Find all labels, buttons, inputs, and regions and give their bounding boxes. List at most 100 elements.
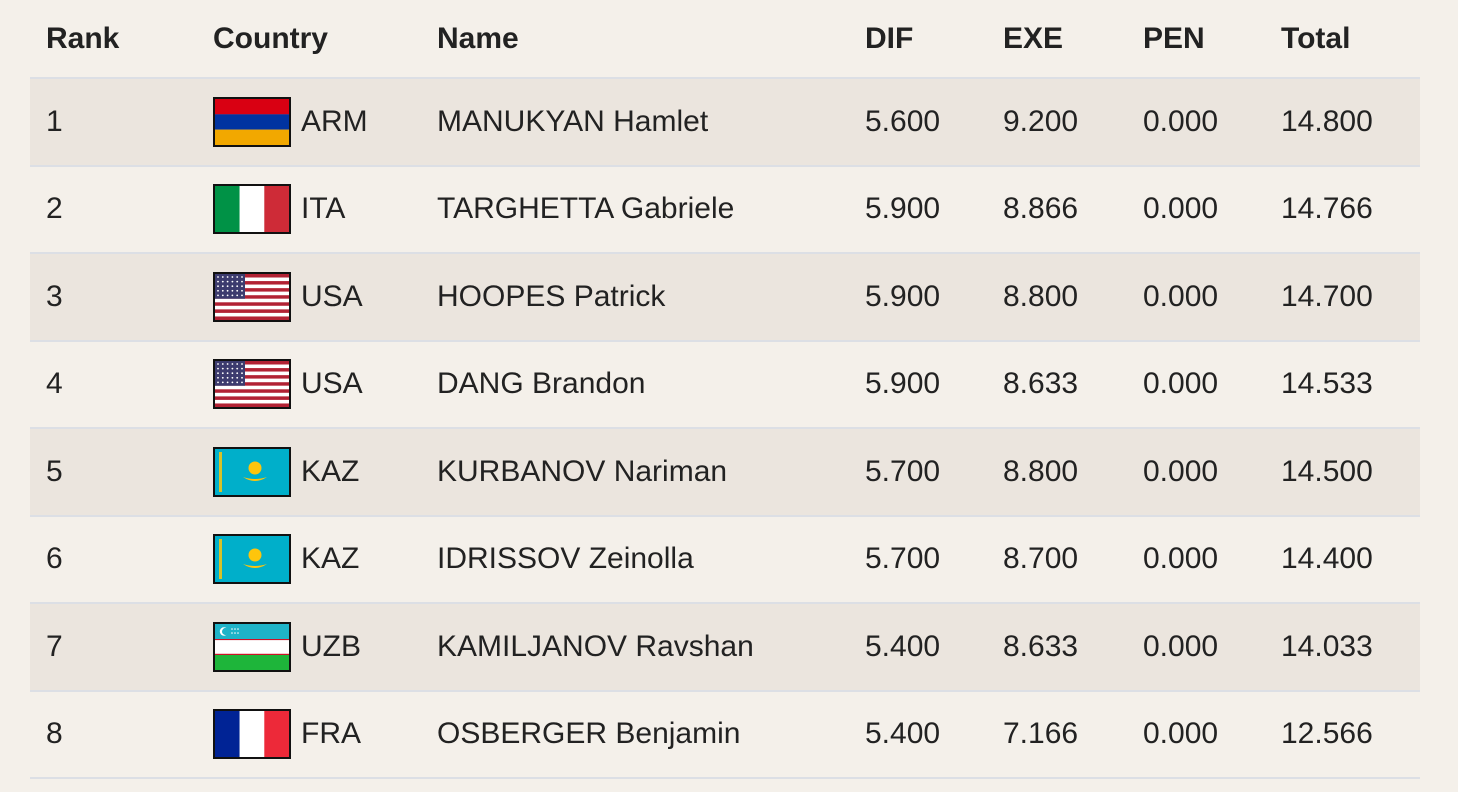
- total-score-cell: 14.033: [1265, 603, 1420, 692]
- total-score-cell: 14.800: [1265, 78, 1420, 167]
- athlete-name-cell: KAMILJANOV Ravshan: [421, 603, 849, 692]
- country-cell-content: USA: [213, 359, 421, 410]
- pen-score-cell: 0.000: [1127, 340, 1265, 429]
- country-code: ITA: [301, 192, 346, 226]
- rank-cell: 7: [30, 603, 197, 692]
- rank-cell: 8: [30, 690, 197, 779]
- pen-score-cell: 0.000: [1127, 690, 1265, 779]
- uzbekistan-flag-icon: [213, 621, 291, 672]
- total-score-cell: 14.500: [1265, 428, 1420, 517]
- dif-score-cell: 5.600: [849, 78, 987, 167]
- rank-column-header[interactable]: Rank: [30, 0, 197, 79]
- rank-cell: 3: [30, 253, 197, 342]
- pen-score-cell: 0.000: [1127, 515, 1265, 604]
- dif-column-header[interactable]: DIF: [849, 0, 987, 79]
- country-cell: KAZ: [197, 428, 421, 517]
- dif-score-cell: 5.900: [849, 253, 987, 342]
- pen-column-header[interactable]: PEN: [1127, 0, 1265, 79]
- table-row[interactable]: 8 FRA OSBERGER Benjamin 5.400 7.166 0.000 12.5…: [30, 690, 1420, 779]
- pen-score-cell: 0.000: [1127, 253, 1265, 342]
- athlete-name-cell: TARGHETTA Gabriele: [421, 165, 849, 254]
- exe-score-cell: 8.633: [987, 340, 1127, 429]
- total-score-cell: 14.766: [1265, 165, 1420, 254]
- country-cell: UZB: [197, 603, 421, 692]
- table-row[interactable]: 3 USA HOOPES Patrick 5.900 8.800 0.000 14.700: [30, 253, 1420, 342]
- france-flag-icon: [213, 709, 291, 760]
- table-body: 1 ARM MANUKYAN Hamlet 5.600 9.200 0.000 14.800…: [30, 78, 1420, 779]
- country-cell: ARM: [197, 78, 421, 167]
- rank-cell: 1: [30, 78, 197, 167]
- pen-score-cell: 0.000: [1127, 428, 1265, 517]
- table-row[interactable]: 7 UZB KAMILJANOV Ravshan 5.400 8.633 0.000 14.…: [30, 603, 1420, 692]
- dif-score-cell: 5.400: [849, 603, 987, 692]
- rank-cell: 2: [30, 165, 197, 254]
- total-score-cell: 14.700: [1265, 253, 1420, 342]
- armenia-flag-icon: [213, 96, 291, 147]
- country-code: FRA: [301, 717, 361, 751]
- table-row[interactable]: 5 KAZ KURBANOV Nariman 5.700 8.800 0.000 14.50…: [30, 428, 1420, 517]
- country-cell-content: KAZ: [213, 534, 421, 585]
- country-cell: FRA: [197, 690, 421, 779]
- country-code: ARM: [301, 104, 368, 138]
- exe-score-cell: 7.166: [987, 690, 1127, 779]
- exe-score-cell: 8.866: [987, 165, 1127, 254]
- italy-flag-icon: [213, 184, 291, 235]
- results-table-container: Rank Country Name DIF EXE PEN Total 1 ARM…: [30, 0, 1420, 779]
- name-column-header[interactable]: Name: [421, 0, 849, 79]
- table-row[interactable]: 4 USA DANG Brandon 5.900 8.633 0.000 14.533: [30, 340, 1420, 429]
- usa-flag-icon: [213, 359, 291, 410]
- country-code: USA: [301, 279, 363, 313]
- usa-flag-icon: [213, 271, 291, 322]
- country-cell-content: KAZ: [213, 446, 421, 497]
- country-cell-content: ARM: [213, 96, 421, 147]
- country-cell-content: USA: [213, 271, 421, 322]
- kazakhstan-flag-icon: [213, 446, 291, 497]
- athlete-name-cell: IDRISSOV Zeinolla: [421, 515, 849, 604]
- athlete-name-cell: HOOPES Patrick: [421, 253, 849, 342]
- total-column-header[interactable]: Total: [1265, 0, 1420, 79]
- dif-score-cell: 5.900: [849, 165, 987, 254]
- table-row[interactable]: 1 ARM MANUKYAN Hamlet 5.600 9.200 0.000 14.800: [30, 78, 1420, 167]
- athlete-name-cell: OSBERGER Benjamin: [421, 690, 849, 779]
- table-row[interactable]: 6 KAZ IDRISSOV Zeinolla 5.700 8.700 0.000 14.4…: [30, 515, 1420, 604]
- exe-score-cell: 9.200: [987, 78, 1127, 167]
- athlete-name-cell: MANUKYAN Hamlet: [421, 78, 849, 167]
- total-score-cell: 14.400: [1265, 515, 1420, 604]
- country-cell-content: ITA: [213, 184, 421, 235]
- dif-score-cell: 5.400: [849, 690, 987, 779]
- dif-score-cell: 5.700: [849, 428, 987, 517]
- total-score-cell: 12.566: [1265, 690, 1420, 779]
- country-cell-content: UZB: [213, 621, 421, 672]
- rank-cell: 6: [30, 515, 197, 604]
- country-code: KAZ: [301, 454, 360, 488]
- country-cell: ITA: [197, 165, 421, 254]
- exe-score-cell: 8.800: [987, 253, 1127, 342]
- country-column-header[interactable]: Country: [197, 0, 421, 79]
- total-score-cell: 14.533: [1265, 340, 1420, 429]
- athlete-name-cell: DANG Brandon: [421, 340, 849, 429]
- table-header: Rank Country Name DIF EXE PEN Total: [30, 0, 1420, 79]
- country-cell: USA: [197, 253, 421, 342]
- country-code: KAZ: [301, 542, 360, 576]
- country-cell: KAZ: [197, 515, 421, 604]
- kazakhstan-flag-icon: [213, 534, 291, 585]
- table-row[interactable]: 2 ITA TARGHETTA Gabriele 5.900 8.866 0.000 14.…: [30, 165, 1420, 254]
- results-table: Rank Country Name DIF EXE PEN Total 1 ARM…: [30, 0, 1420, 779]
- rank-cell: 5: [30, 428, 197, 517]
- dif-score-cell: 5.900: [849, 340, 987, 429]
- country-cell-content: FRA: [213, 709, 421, 760]
- exe-score-cell: 8.700: [987, 515, 1127, 604]
- rank-cell: 4: [30, 340, 197, 429]
- dif-score-cell: 5.700: [849, 515, 987, 604]
- header-row: Rank Country Name DIF EXE PEN Total: [30, 0, 1420, 79]
- exe-score-cell: 8.800: [987, 428, 1127, 517]
- country-code: USA: [301, 367, 363, 401]
- pen-score-cell: 0.000: [1127, 603, 1265, 692]
- exe-score-cell: 8.633: [987, 603, 1127, 692]
- exe-column-header[interactable]: EXE: [987, 0, 1127, 79]
- athlete-name-cell: KURBANOV Nariman: [421, 428, 849, 517]
- pen-score-cell: 0.000: [1127, 78, 1265, 167]
- pen-score-cell: 0.000: [1127, 165, 1265, 254]
- country-cell: USA: [197, 340, 421, 429]
- country-code: UZB: [301, 629, 361, 663]
